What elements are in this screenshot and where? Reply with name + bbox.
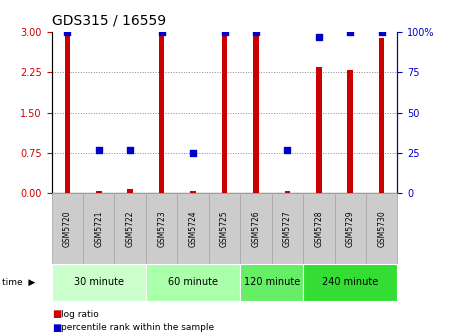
Bar	[190, 191, 196, 193]
Bar	[114, 193, 146, 264]
Bar	[272, 193, 303, 264]
Text: GSM5724: GSM5724	[189, 210, 198, 247]
Text: GDS315 / 16559: GDS315 / 16559	[52, 13, 166, 28]
Point	[158, 29, 165, 35]
Text: ■: ■	[52, 309, 61, 319]
Bar	[222, 36, 227, 193]
Text: GSM5721: GSM5721	[94, 210, 103, 247]
Text: 240 minute: 240 minute	[322, 277, 379, 287]
Bar	[159, 35, 164, 193]
Bar	[52, 193, 83, 264]
Bar	[52, 264, 146, 301]
Text: GSM5720: GSM5720	[63, 210, 72, 247]
Text: 120 minute: 120 minute	[243, 277, 300, 287]
Point	[64, 29, 71, 35]
Bar	[303, 264, 397, 301]
Bar	[348, 70, 353, 193]
Point	[127, 147, 134, 152]
Bar	[379, 38, 384, 193]
Text: GSM5726: GSM5726	[251, 210, 260, 247]
Bar	[83, 193, 114, 264]
Bar	[177, 193, 209, 264]
Bar	[335, 193, 366, 264]
Bar	[253, 36, 259, 193]
Bar	[240, 264, 303, 301]
Text: 60 minute: 60 minute	[168, 277, 218, 287]
Bar	[128, 190, 133, 193]
Text: percentile rank within the sample: percentile rank within the sample	[61, 323, 214, 332]
Bar	[146, 193, 177, 264]
Bar	[146, 264, 240, 301]
Text: GSM5730: GSM5730	[377, 210, 386, 247]
Point	[189, 150, 197, 156]
Bar	[366, 193, 397, 264]
Text: GSM5725: GSM5725	[220, 210, 229, 247]
Text: 30 minute: 30 minute	[74, 277, 124, 287]
Text: GSM5722: GSM5722	[126, 210, 135, 247]
Point	[252, 29, 260, 35]
Point	[347, 29, 354, 35]
Bar	[209, 193, 240, 264]
Bar	[285, 191, 290, 193]
Point	[315, 34, 322, 39]
Text: log ratio: log ratio	[61, 310, 98, 319]
Point	[221, 29, 228, 35]
Point	[284, 147, 291, 152]
Bar	[65, 32, 70, 193]
Bar	[303, 193, 335, 264]
Point	[378, 29, 385, 35]
Text: GSM5729: GSM5729	[346, 210, 355, 247]
Text: time  ▶: time ▶	[2, 278, 35, 287]
Point	[95, 147, 102, 152]
Text: GSM5728: GSM5728	[314, 210, 323, 247]
Bar	[316, 67, 321, 193]
Text: GSM5727: GSM5727	[283, 210, 292, 247]
Text: ■: ■	[52, 323, 61, 333]
Bar	[96, 191, 101, 193]
Bar	[240, 193, 272, 264]
Text: GSM5723: GSM5723	[157, 210, 166, 247]
